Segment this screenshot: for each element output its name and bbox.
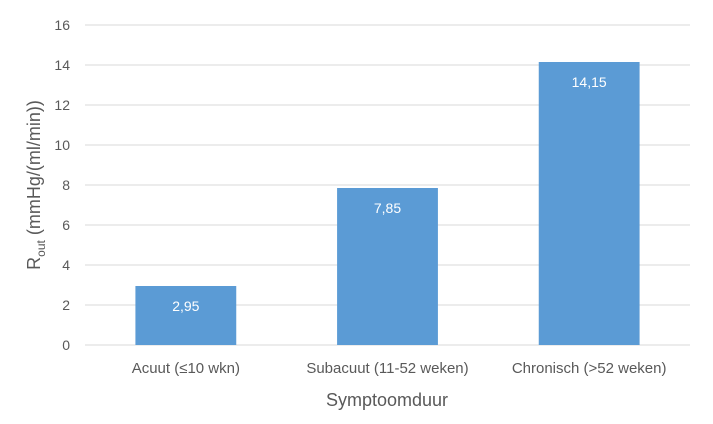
data-label-1: 7,85 <box>374 200 401 216</box>
data-label-0: 2,95 <box>172 298 199 314</box>
x-axis-categories: Acuut (≤10 wkn) Subacuut (11-52 weken) Chr… <box>132 360 667 377</box>
bar-2 <box>538 62 640 345</box>
y-tick-label: 0 <box>62 337 70 353</box>
y-axis-title-subscript: out <box>34 239 48 256</box>
category-label-1: Subacuut (11-52 weken) <box>306 360 468 377</box>
y-tick-label: 14 <box>54 57 70 73</box>
bars <box>135 62 640 345</box>
y-tick-label: 10 <box>54 137 70 153</box>
bar-0 <box>135 286 237 345</box>
y-tick-label: 6 <box>62 217 70 233</box>
data-labels: 2,95 7,85 14,15 <box>172 74 607 314</box>
y-axis-title: Rout (mmHg/(ml/min)) <box>24 100 48 270</box>
y-tick-label: 12 <box>54 97 70 113</box>
y-tick-label: 16 <box>54 17 70 33</box>
bar-1 <box>337 188 438 345</box>
y-axis-title-main: R <box>24 257 44 270</box>
category-label-0: Acuut (≤10 wkn) <box>132 360 240 377</box>
y-tick-label: 8 <box>62 177 70 193</box>
y-axis-title-rest: (mmHg/(ml/min)) <box>24 100 44 240</box>
y-tick-label: 2 <box>62 297 70 313</box>
category-label-2: Chronisch (>52 weken) <box>512 360 667 377</box>
y-axis-ticks: 0 2 4 6 8 10 12 14 16 <box>54 17 70 353</box>
x-axis-title: Symptoomduur <box>326 390 448 410</box>
data-label-2: 14,15 <box>572 74 607 90</box>
y-tick-label: 4 <box>62 257 70 273</box>
